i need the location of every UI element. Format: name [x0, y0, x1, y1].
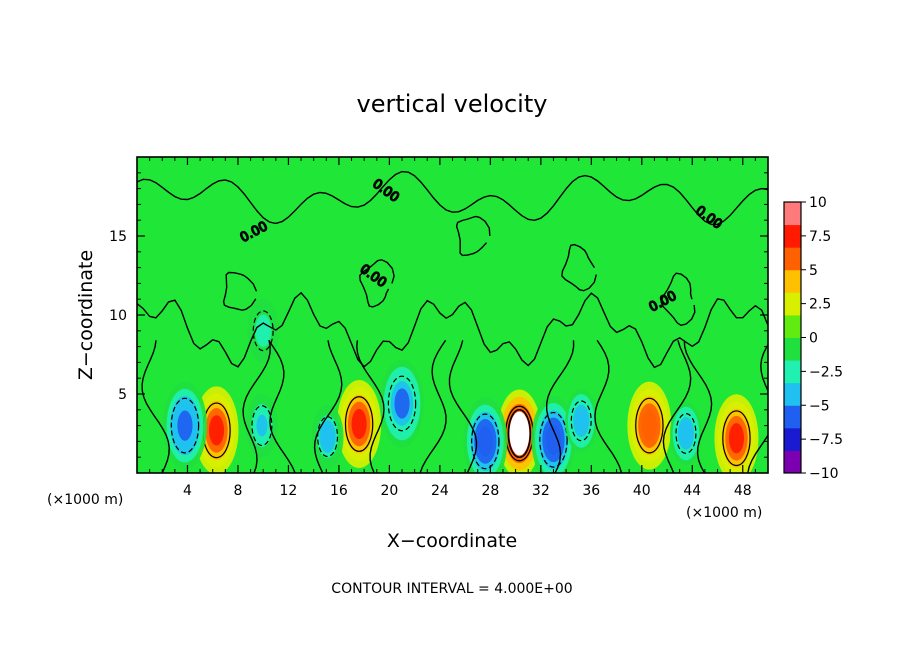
zero-contour — [662, 340, 692, 473]
x-unit-left: (×1000 m) — [47, 492, 123, 508]
zero-contour — [683, 340, 713, 473]
colorbar-segment — [784, 269, 801, 293]
updraft-cell — [714, 394, 759, 473]
zero-contour — [137, 170, 768, 226]
colorbar-segment — [784, 314, 801, 338]
zero-contour — [594, 339, 623, 473]
zero-contour — [141, 340, 170, 473]
plot-area: 0.000.000.000.000.00 — [137, 157, 768, 473]
zero-contour — [455, 215, 491, 257]
colorbar-tick-label: 0 — [809, 331, 818, 347]
colorbar-tick-label: −5 — [809, 398, 830, 414]
x-unit-right: (×1000 m) — [686, 505, 762, 521]
downdraft-cell — [245, 393, 278, 458]
zero-contour — [546, 340, 575, 473]
colorbar-segment — [784, 405, 801, 429]
colorbar-tick-label: 7.5 — [809, 229, 831, 245]
x-tick-label: 48 — [734, 483, 752, 499]
x-axis-label: X−coordinate — [387, 530, 517, 552]
downdraft-cell — [531, 395, 576, 473]
y-tick-label: 10 — [109, 308, 127, 324]
x-tick-label: 16 — [330, 483, 348, 499]
downdraft-cell — [162, 381, 207, 470]
contour-interval-note: CONTOUR INTERVAL = 4.000E+00 — [331, 581, 572, 597]
y-tick-label: 5 — [118, 387, 127, 403]
zero-contour — [359, 259, 395, 308]
chart-title: vertical velocity — [357, 90, 548, 118]
zero-contour — [660, 272, 696, 327]
downdraft-cell — [380, 359, 425, 448]
zero-contour — [137, 291, 768, 369]
zero-contour — [313, 340, 343, 473]
colorbar: 10 7.5 5 2.5 0 −2.5 −5 −7.5 −10 — [783, 195, 843, 482]
colorbar-segment — [784, 427, 801, 451]
colorbar-tick-label: −2.5 — [809, 364, 843, 380]
x-tick-label: 4 — [183, 483, 192, 499]
colorbar-segment — [784, 224, 801, 248]
x-tick-label: 28 — [481, 483, 499, 499]
y-axis-label: Z−coordinate — [75, 250, 97, 380]
colorbar-segment — [784, 247, 801, 271]
x-tick-label: 44 — [683, 483, 701, 499]
downdraft-cell — [311, 404, 344, 469]
colorbar-tick-label: −7.5 — [809, 432, 843, 448]
x-tick-label: 12 — [280, 483, 298, 499]
colorbar-segment — [784, 202, 801, 226]
zero-contour — [561, 243, 597, 292]
colorbar-segment — [784, 337, 801, 361]
zero-contour — [268, 339, 296, 473]
zero-contour — [747, 343, 768, 473]
zero-contour — [222, 271, 258, 311]
colorbar-segment — [784, 450, 801, 474]
downdraft-cell — [669, 401, 702, 466]
colorbar-segment — [784, 382, 801, 406]
y-tick-label: 15 — [109, 229, 127, 245]
x-tick-label: 40 — [633, 483, 651, 499]
updraft-cell — [337, 380, 382, 469]
updraft-cell — [627, 381, 672, 470]
zero-contour — [419, 339, 447, 473]
colorbar-tick-label: 10 — [809, 195, 827, 211]
updraft-cell — [194, 386, 239, 473]
downdraft-cell — [565, 388, 598, 453]
zero-contour — [448, 340, 478, 473]
downdraft-cell — [463, 397, 508, 473]
colorbar-tick-label: 5 — [809, 263, 818, 279]
x-tick-label: 32 — [532, 483, 550, 499]
x-tick-label: 8 — [233, 483, 242, 499]
updraft-cell — [497, 389, 542, 473]
zero-contour — [356, 340, 385, 473]
x-tick-label: 20 — [380, 483, 398, 499]
colorbar-tick-label: 2.5 — [809, 297, 831, 313]
zero-contour — [242, 340, 271, 473]
downdraft-cell — [247, 298, 280, 363]
x-tick-label: 24 — [431, 483, 449, 499]
colorbar-segment — [784, 360, 801, 384]
colorbar-segment — [784, 292, 801, 316]
x-tick-label: 36 — [582, 483, 600, 499]
colorbar-tick-label: −10 — [809, 466, 839, 482]
